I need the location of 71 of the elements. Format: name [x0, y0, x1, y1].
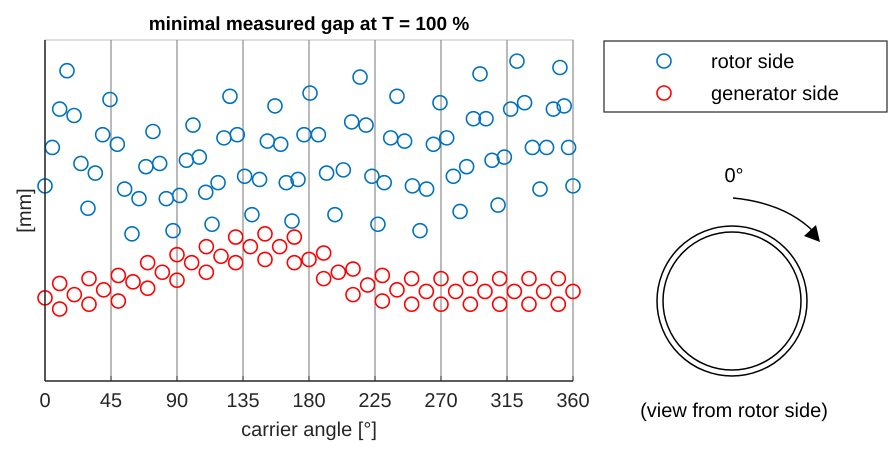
point [140, 280, 156, 296]
point [404, 296, 420, 312]
point [448, 284, 464, 300]
point [110, 293, 126, 309]
point [213, 248, 229, 264]
point [433, 296, 449, 312]
x-tick-label: 45 [100, 390, 122, 412]
point [52, 276, 68, 292]
point [184, 254, 200, 270]
point [506, 284, 522, 300]
point [418, 284, 434, 300]
point [492, 270, 508, 286]
point [374, 293, 390, 309]
legend-label: rotor side [711, 51, 794, 73]
point [198, 238, 214, 254]
legend-label: generator side [711, 83, 839, 105]
x-tick-label: 180 [292, 390, 326, 412]
x-tick-label: 225 [358, 390, 392, 412]
point [345, 261, 361, 277]
point [462, 270, 478, 286]
point [66, 286, 82, 302]
point [330, 264, 346, 280]
x-tick-label: 135 [226, 390, 260, 412]
point [81, 270, 97, 286]
point [228, 229, 244, 245]
point [198, 264, 214, 280]
y-axis-title: [mm] [14, 188, 36, 233]
text: 0° [724, 165, 744, 187]
point [140, 254, 156, 270]
point [360, 277, 376, 293]
point [125, 274, 141, 290]
x-tick-label: 0 [39, 390, 51, 412]
point [228, 254, 244, 270]
point [81, 296, 97, 312]
point [52, 301, 68, 317]
point [521, 270, 537, 286]
point [286, 229, 302, 245]
text: (view from rotor side) [640, 400, 828, 422]
point [286, 254, 302, 270]
point [521, 296, 537, 312]
point [550, 296, 566, 312]
point [536, 284, 552, 300]
point [169, 272, 185, 288]
x-tick-label: 90 [166, 390, 188, 412]
point [404, 270, 420, 286]
point [492, 296, 508, 312]
point [301, 252, 317, 268]
x-tick-label: 270 [424, 390, 458, 412]
point [154, 264, 170, 280]
point [462, 296, 478, 312]
point [257, 226, 273, 242]
point [169, 246, 185, 262]
point [389, 282, 405, 298]
point [110, 268, 126, 284]
chart-title: minimal measured gap at T = 100 % [148, 14, 470, 35]
point [37, 290, 53, 306]
x-tick-label: 360 [556, 390, 590, 412]
point [433, 270, 449, 286]
point [242, 238, 258, 254]
point [96, 282, 112, 298]
point [565, 284, 581, 300]
point [316, 270, 332, 286]
point [374, 268, 390, 284]
point [477, 284, 493, 300]
point [345, 286, 361, 302]
point [272, 238, 288, 254]
point [257, 252, 273, 268]
x-axis-title: carrier angle [°] [241, 419, 377, 441]
point [550, 270, 566, 286]
point [316, 245, 332, 261]
x-tick-label: 315 [490, 390, 524, 412]
